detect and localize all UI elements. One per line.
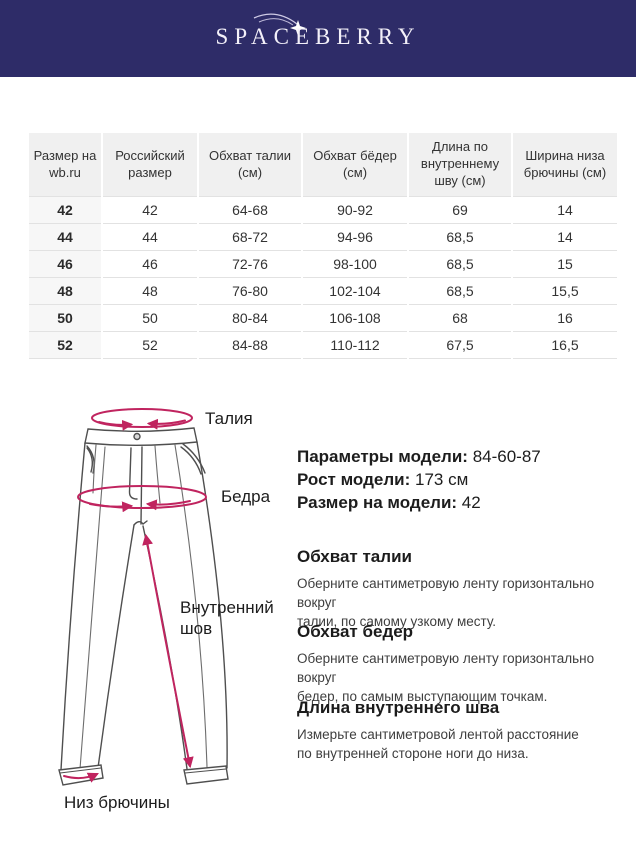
- cell-size-wb: 46: [29, 250, 101, 277]
- label-leg-bottom: Низ брючины: [64, 793, 170, 812]
- brand-header: SPACEBERRY: [0, 0, 636, 77]
- cell-hips: 98-100: [303, 250, 407, 277]
- size-table: Размер на wb.ru Российский размер Обхват…: [27, 133, 619, 359]
- label-inner-seam: Внутренний шов: [180, 598, 274, 638]
- section-inseam-title: Длина внутреннего шва: [297, 698, 500, 717]
- cell-waist: 84-88: [199, 331, 301, 359]
- cell-leg-width: 14: [513, 196, 617, 223]
- cell-hips: 110-112: [303, 331, 407, 359]
- cell-leg-width: 15: [513, 250, 617, 277]
- section-inseam: Длина внутреннего шва Измерьте сантиметр…: [297, 697, 619, 763]
- waist-ellipse: [91, 408, 193, 428]
- model-info: Параметры модели: 84-60-87 Рост модели: …: [297, 445, 619, 514]
- size-row: 44 44 68-72 94-96 68,5 14: [29, 223, 617, 250]
- size-row: 46 46 72-76 98-100 68,5 15: [29, 250, 617, 277]
- left-cuff: [58, 764, 104, 786]
- cell-size-ru: 48: [103, 277, 197, 304]
- cell-leg-width: 16: [513, 304, 617, 331]
- hips-arrow-right: [145, 499, 191, 511]
- model-params-value: 84-60-87: [472, 447, 541, 466]
- cell-inseam: 68,5: [409, 277, 511, 304]
- model-height-value: 173 см: [414, 470, 469, 489]
- cell-inseam: 68,5: [409, 223, 511, 250]
- model-size-label: Размер на модели:: [297, 493, 458, 512]
- size-row: 48 48 76-80 102-104 68,5 15,5: [29, 277, 617, 304]
- section-waist-title: Обхват талии: [297, 547, 412, 566]
- cell-size-ru: 46: [103, 250, 197, 277]
- cell-hips: 102-104: [303, 277, 407, 304]
- inner-seam-arrow: [142, 533, 194, 769]
- cuff-width-arrow: [63, 772, 99, 783]
- size-table-section: Размер на wb.ru Российский размер Обхват…: [27, 133, 619, 359]
- cell-size-wb: 48: [29, 277, 101, 304]
- section-hips: Обхват бедер Оберните сантиметровую лент…: [297, 621, 619, 706]
- cell-waist: 68-72: [199, 223, 301, 250]
- right-pocket: [180, 443, 206, 475]
- waist-button: [133, 432, 141, 441]
- size-row: 50 50 80-84 106-108 68 16: [29, 304, 617, 331]
- section-waist: Обхват талии Оберните сантиметровую лент…: [297, 546, 619, 631]
- cell-leg-width: 14: [513, 223, 617, 250]
- col-header-hips: Обхват бёдер (см): [303, 133, 407, 196]
- section-inseam-text: Измерьте сантиметровой лентой расстояние…: [297, 727, 579, 761]
- section-waist-text: Оберните сантиметровую ленту горизонталь…: [297, 576, 595, 629]
- cell-waist: 76-80: [199, 277, 301, 304]
- shooting-star-icon: [253, 13, 306, 36]
- cell-size-ru: 52: [103, 331, 197, 359]
- left-pocket: [86, 445, 95, 474]
- cell-inseam: 67,5: [409, 331, 511, 359]
- col-header-size-ru: Российский размер: [103, 133, 197, 196]
- right-cuff: [183, 765, 229, 785]
- model-params-label: Параметры модели:: [297, 447, 468, 466]
- pants-diagram: [58, 408, 229, 786]
- waist-arrow-right: [146, 418, 186, 430]
- cell-size-wb: 44: [29, 223, 101, 250]
- model-height-label: Рост модели:: [297, 470, 411, 489]
- model-height-line: Рост модели: 173 см: [297, 468, 619, 491]
- label-hips: Бедра: [221, 487, 271, 506]
- cell-leg-width: 16,5: [513, 331, 617, 359]
- cell-size-wb: 52: [29, 331, 101, 359]
- col-header-inseam: Длина по внутреннему шву (см): [409, 133, 511, 196]
- cell-inseam: 68,5: [409, 250, 511, 277]
- cell-size-ru: 50: [103, 304, 197, 331]
- col-header-leg-width: Ширина низа брючины (см): [513, 133, 617, 196]
- cell-waist: 80-84: [199, 304, 301, 331]
- cell-size-wb: 50: [29, 304, 101, 331]
- hips-arrow-left: [89, 501, 134, 513]
- waist-arrow-left: [98, 419, 134, 431]
- cell-waist: 72-76: [199, 250, 301, 277]
- cell-hips: 90-92: [303, 196, 407, 223]
- section-hips-text: Оберните сантиметровую ленту горизонталь…: [297, 651, 595, 704]
- section-hips-title: Обхват бедер: [297, 622, 414, 641]
- hips-ellipse: [77, 485, 207, 509]
- col-header-waist: Обхват талии (см): [199, 133, 301, 196]
- cell-size-ru: 42: [103, 196, 197, 223]
- size-table-header-row: Размер на wb.ru Российский размер Обхват…: [29, 133, 617, 196]
- col-header-size-wb: Размер на wb.ru: [29, 133, 101, 196]
- model-size-line: Размер на модели: 42: [297, 491, 619, 514]
- cell-inseam: 69: [409, 196, 511, 223]
- cell-size-ru: 44: [103, 223, 197, 250]
- brand-logo-text: SPACEBERRY: [215, 24, 421, 49]
- model-size-value: 42: [461, 493, 481, 512]
- size-row: 52 52 84-88 110-112 67,5 16,5: [29, 331, 617, 359]
- cell-hips: 106-108: [303, 304, 407, 331]
- cell-inseam: 68: [409, 304, 511, 331]
- cell-size-wb: 42: [29, 196, 101, 223]
- size-row: 42 42 64-68 90-92 69 14: [29, 196, 617, 223]
- label-waist: Талия: [205, 409, 253, 428]
- cell-waist: 64-68: [199, 196, 301, 223]
- model-params-line: Параметры модели: 84-60-87: [297, 445, 619, 468]
- cell-leg-width: 15,5: [513, 277, 617, 304]
- cell-hips: 94-96: [303, 223, 407, 250]
